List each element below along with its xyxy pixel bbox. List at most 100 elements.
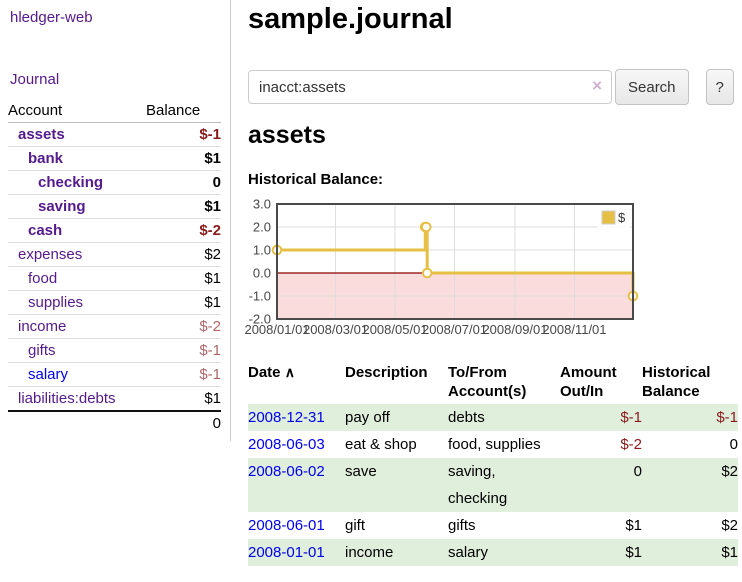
- account-row: liabilities:debts $1: [8, 386, 221, 411]
- register-header-cell: Historical Balance: [642, 364, 711, 400]
- account-row: salary $-1: [8, 362, 221, 387]
- transaction-running-balance: $-1: [716, 409, 738, 426]
- svg-text:-1.0: -1.0: [249, 289, 271, 304]
- account-link[interactable]: assets: [18, 126, 65, 143]
- accounts-header-row: Account Balance: [8, 99, 221, 123]
- account-link[interactable]: supplies: [28, 294, 84, 311]
- account-balance: $-1: [146, 362, 221, 387]
- transaction-running-balance: $2: [721, 517, 738, 534]
- register-header-cell: Amount Out/In: [560, 364, 617, 400]
- svg-text:2008/03/01: 2008/03/01: [303, 322, 368, 337]
- transaction-accounts: salary: [448, 539, 560, 566]
- transaction-date-link[interactable]: 2008-06-03: [248, 436, 325, 453]
- account-row: supplies $1: [8, 290, 221, 315]
- svg-text:0.0: 0.0: [253, 266, 271, 281]
- help-button[interactable]: ?: [705, 69, 734, 105]
- main-content: sample.journal × Search ? assets Histori…: [244, 0, 738, 566]
- page-title: sample.journal: [248, 3, 453, 35]
- accounts-header-balance: Balance: [146, 99, 221, 123]
- transaction-description: gift: [345, 517, 366, 534]
- svg-text:$: $: [618, 210, 626, 225]
- historical-balance-chart: $3.0 2.0 1.0 0.0 -1.0 -2.02008/01/012008/03/0…: [244, 197, 639, 337]
- transaction-amount: $1: [625, 517, 642, 534]
- account-name-line: saving,: [448, 463, 496, 480]
- account-link[interactable]: food: [28, 270, 58, 287]
- account-link[interactable]: bank: [28, 150, 64, 167]
- svg-text:3.0: 3.0: [253, 197, 271, 212]
- transaction-date-link[interactable]: 2008-12-31: [248, 409, 325, 426]
- chart-title: Historical Balance:: [248, 171, 384, 188]
- transaction-amount: $-2: [620, 436, 642, 453]
- account-balance: $2: [146, 242, 221, 267]
- account-row: checking 0: [8, 170, 221, 195]
- account-link[interactable]: expenses: [18, 246, 83, 263]
- register-header-date-sort[interactable]: Date ∧: [248, 360, 345, 404]
- transaction-amount: $-1: [620, 409, 642, 426]
- account-link[interactable]: checking: [38, 174, 104, 191]
- register-row: 2008-06-01 gift gifts $1 $2: [248, 512, 738, 539]
- account-row: cash $-2: [8, 218, 221, 243]
- transaction-running-balance: 0: [729, 436, 738, 453]
- transaction-accounts: food, supplies: [448, 431, 560, 458]
- transaction-description: eat & shop: [345, 436, 417, 453]
- app-brand-link[interactable]: hledger-web: [10, 9, 93, 26]
- clear-search-icon[interactable]: ×: [592, 76, 602, 95]
- account-row: bank $1: [8, 146, 221, 171]
- account-name-line: gifts: [448, 517, 476, 534]
- account-link[interactable]: cash: [28, 222, 63, 239]
- svg-text:2008/07/01: 2008/07/01: [422, 322, 487, 337]
- svg-text:2008/11/01: 2008/11/01: [542, 322, 606, 337]
- account-name-line: debts: [448, 409, 485, 426]
- account-balance: $1: [146, 146, 221, 171]
- svg-text:2008/01/01: 2008/01/01: [244, 322, 309, 337]
- transaction-date-link[interactable]: 2008-06-02: [248, 463, 325, 480]
- transaction-description: income: [345, 544, 394, 561]
- transaction-amount: $1: [625, 544, 642, 561]
- account-name-line: food, supplies: [448, 436, 541, 453]
- register-header-cell: Description: [345, 364, 428, 381]
- register-row: 2008-06-03 eat & shop food, supplies $-2 0: [248, 431, 738, 458]
- svg-text:2008/09/01: 2008/09/01: [482, 322, 547, 337]
- accounts-total-balance: 0: [146, 410, 221, 435]
- account-balance: 0: [146, 170, 221, 195]
- transaction-accounts: saving, checking: [448, 458, 560, 512]
- transaction-accounts: gifts: [448, 512, 560, 539]
- account-link[interactable]: saving: [38, 198, 86, 215]
- transaction-date-link[interactable]: 2008-06-01: [248, 517, 325, 534]
- account-link[interactable]: salary: [28, 366, 69, 383]
- transaction-description: save: [345, 463, 377, 480]
- account-row: expenses $2: [8, 242, 221, 267]
- account-row: saving $1: [8, 194, 221, 219]
- account-balance: $1: [146, 266, 221, 291]
- account-balance: $1: [146, 290, 221, 315]
- sort-ascending-icon: ∧: [284, 364, 295, 380]
- search-input[interactable]: [248, 70, 612, 104]
- svg-text:1.0: 1.0: [253, 243, 271, 258]
- transaction-date-link[interactable]: 2008-01-01: [248, 544, 325, 561]
- search-input-wrap: ×: [248, 69, 612, 104]
- register-row: 2008-01-01 income salary $1 $1: [248, 539, 738, 566]
- register-table: Date ∧ Description To/From Account(s) Amoun…: [248, 360, 738, 566]
- accounts-total-row: 0: [8, 410, 221, 435]
- account-balance: $-2: [146, 218, 221, 243]
- account-balance: $1: [146, 386, 221, 411]
- register-header-cell: To/From Account(s): [448, 364, 527, 400]
- transaction-description: pay off: [345, 409, 390, 426]
- account-link[interactable]: income: [18, 318, 67, 335]
- accounts-header-account: Account: [8, 99, 146, 123]
- account-link[interactable]: liabilities:debts: [18, 390, 116, 407]
- accounts-table: Account Balance assets $-1 bank $1 checking 0…: [8, 99, 221, 435]
- account-balance: $-2: [146, 314, 221, 339]
- account-name-line: checking: [448, 490, 508, 507]
- register-row: 2008-12-31 pay off debts $-1 $-1: [248, 404, 738, 431]
- account-link[interactable]: gifts: [28, 342, 56, 359]
- transaction-running-balance: $2: [721, 463, 738, 480]
- account-balance: $1: [146, 194, 221, 219]
- svg-text:2.0: 2.0: [253, 220, 271, 235]
- account-balance: $-1: [146, 338, 221, 363]
- sidebar-item-journal[interactable]: Journal: [10, 71, 60, 88]
- transaction-running-balance: $1: [721, 544, 738, 561]
- search-button[interactable]: Search: [615, 69, 689, 105]
- account-row: assets $-1: [8, 123, 221, 147]
- account-row: gifts $-1: [8, 338, 221, 363]
